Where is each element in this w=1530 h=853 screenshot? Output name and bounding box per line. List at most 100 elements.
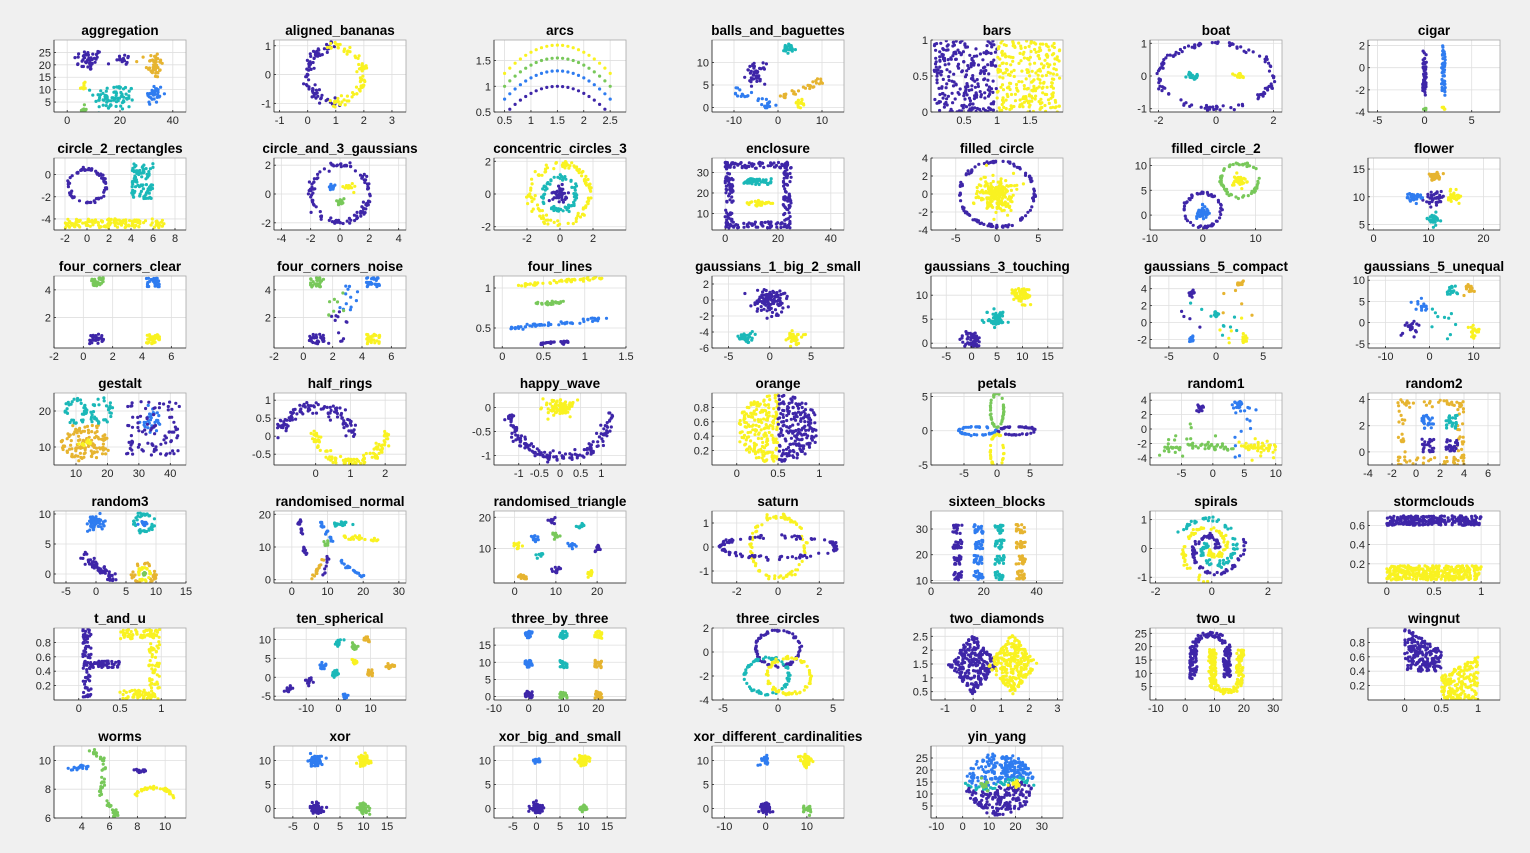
data-point	[104, 452, 108, 456]
data-point	[330, 314, 334, 318]
data-point	[336, 100, 340, 104]
x-tick-label: 10	[1249, 233, 1261, 245]
data-point	[993, 313, 997, 317]
data-point	[582, 213, 586, 217]
y-tick-label: -5	[1355, 339, 1365, 351]
data-point	[524, 94, 528, 99]
data-point	[758, 77, 762, 81]
data-point	[359, 214, 363, 218]
data-point	[730, 195, 734, 199]
data-point	[1028, 208, 1032, 212]
data-point	[90, 452, 94, 456]
y-tick-label: 10	[1353, 275, 1365, 287]
subplot-title: aggregation	[81, 23, 158, 38]
data-point	[754, 182, 758, 186]
data-point	[126, 423, 130, 428]
data-point	[723, 215, 727, 219]
data-point	[347, 216, 351, 220]
data-point	[992, 307, 996, 311]
data-point	[561, 85, 565, 89]
data-point	[974, 47, 978, 51]
data-point	[571, 87, 575, 91]
data-point	[1258, 54, 1262, 58]
data-point	[137, 218, 141, 222]
data-point	[1415, 197, 1419, 201]
data-point	[157, 406, 161, 410]
data-point	[146, 196, 150, 200]
data-point	[335, 300, 340, 304]
data-point	[341, 291, 345, 295]
data-point	[153, 54, 157, 59]
data-point	[584, 174, 588, 178]
data-point	[989, 42, 993, 46]
data-point	[97, 98, 101, 102]
x-tick-label: 1	[582, 351, 588, 363]
x-tick-label: 2	[581, 115, 587, 127]
data-point	[730, 211, 734, 215]
data-point	[749, 179, 753, 183]
data-point	[991, 108, 996, 112]
data-point	[966, 212, 970, 216]
data-point	[154, 71, 158, 75]
points-layer	[73, 49, 166, 112]
data-point	[784, 161, 788, 165]
data-point	[93, 60, 97, 64]
subplot-title: balls_and_baguettes	[711, 23, 845, 38]
data-point	[1008, 87, 1012, 92]
data-point	[731, 184, 735, 188]
data-point	[581, 317, 585, 321]
data-point	[130, 221, 134, 225]
data-point	[1424, 106, 1428, 110]
data-point	[94, 57, 98, 61]
data-point	[130, 404, 134, 408]
data-point	[154, 429, 159, 433]
data-point	[147, 173, 151, 177]
data-point	[309, 54, 313, 59]
data-point	[1416, 302, 1420, 306]
data-point	[1212, 107, 1216, 112]
data-point	[998, 109, 1002, 112]
data-point	[798, 106, 803, 110]
data-point	[573, 165, 577, 169]
data-point	[944, 100, 948, 105]
data-point	[76, 396, 80, 401]
data-point	[1058, 48, 1062, 52]
data-point	[958, 87, 962, 91]
data-point	[784, 46, 789, 50]
data-point	[1187, 197, 1191, 201]
data-point	[311, 198, 315, 202]
data-point	[1205, 105, 1209, 109]
data-point	[1214, 219, 1218, 223]
data-point	[747, 164, 751, 169]
data-point	[723, 181, 727, 185]
data-point	[554, 161, 558, 165]
data-point	[552, 220, 556, 224]
data-point	[152, 406, 156, 410]
data-point	[1183, 214, 1187, 218]
data-point	[130, 185, 134, 189]
data-point	[1443, 58, 1447, 62]
data-point	[1422, 304, 1426, 308]
data-point	[151, 278, 155, 282]
data-point	[1047, 48, 1051, 52]
data-point	[345, 94, 349, 98]
data-point	[1045, 92, 1049, 97]
data-point	[1057, 59, 1061, 63]
data-point	[795, 100, 799, 104]
data-point	[106, 218, 110, 222]
data-point	[583, 181, 588, 185]
data-point	[762, 288, 766, 292]
data-point	[530, 199, 534, 204]
data-point	[110, 96, 114, 100]
data-point	[100, 437, 104, 441]
data-point	[1042, 80, 1046, 84]
data-point	[162, 402, 166, 406]
data-point	[109, 217, 113, 221]
data-point	[1038, 78, 1042, 82]
data-point	[996, 196, 1000, 200]
x-tick-label: 5	[994, 351, 1000, 363]
data-point	[756, 178, 760, 182]
data-point	[370, 277, 374, 281]
data-point	[1017, 41, 1021, 45]
